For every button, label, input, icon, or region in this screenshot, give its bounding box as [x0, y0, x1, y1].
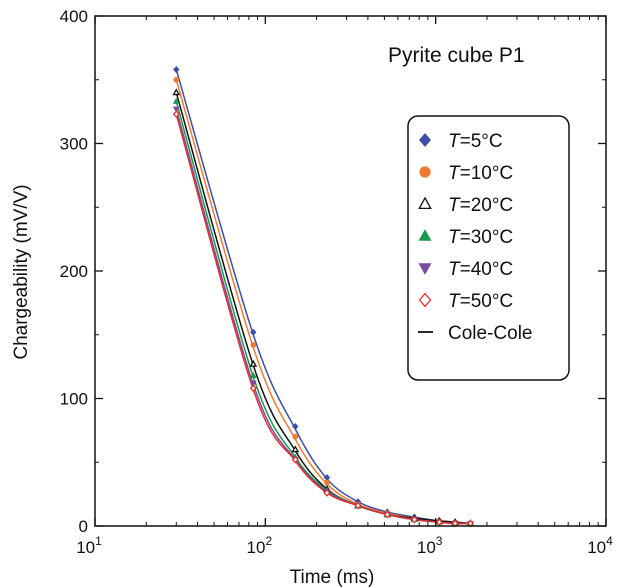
data-point-s1-3	[292, 422, 299, 431]
data-point-s6-8	[435, 518, 443, 527]
x-tick-label-4: 104	[587, 534, 613, 557]
legend-entry-3: T=20°C	[448, 195, 513, 216]
data-point-s1-1	[173, 65, 180, 74]
data-point-s3-1	[172, 88, 181, 96]
legend-marker-5	[418, 263, 432, 275]
legend-label: =10°C	[460, 163, 514, 184]
data-point-s2-4	[324, 479, 330, 486]
legend-entry-cole-cole: Cole-Cole	[448, 323, 532, 344]
y-tick-label-5: 400	[60, 7, 88, 26]
x-axis-label: Time (ms)	[290, 567, 375, 587]
legend-label: =20°C	[460, 195, 514, 216]
legend-marker-1	[418, 133, 432, 147]
x-tick-label-3: 103	[417, 534, 443, 557]
x-tick-exponent: 2	[265, 534, 272, 548]
y-tick-label-1: 0	[79, 517, 88, 536]
axis-ticks	[94, 15, 607, 527]
x-tick-label-2: 102	[247, 534, 273, 557]
y-tick-label-2: 100	[60, 390, 88, 409]
legend-label: =30°C	[460, 227, 514, 248]
legend-entry-6: T=50°C	[448, 291, 513, 312]
data-point-s6-2	[249, 384, 257, 393]
legend-variable: T	[448, 259, 461, 280]
x-tick-exponent: 3	[436, 534, 443, 548]
x-tick-exponent: 4	[606, 534, 613, 548]
data-point-s4-1	[172, 97, 180, 104]
data-point-s1-4	[323, 473, 331, 482]
y-axis-label: Chargeability (mV/V)	[11, 184, 32, 359]
data-point-s4-2	[249, 371, 257, 379]
data-point-s6-4	[323, 488, 331, 497]
legend-entry-4: T=30°C	[448, 227, 513, 248]
legend-variable: T	[448, 291, 461, 312]
data-point-s2-3	[292, 433, 299, 440]
chart-title: Pyrite cube P1	[388, 44, 525, 67]
y-tick-label-3: 200	[60, 262, 88, 281]
legend-box	[407, 115, 570, 381]
data-point-s2-2	[250, 342, 257, 348]
data-point-s6-1	[172, 110, 180, 119]
legend-variable: T	[448, 131, 461, 152]
data-point-s5-2	[249, 380, 257, 387]
data-point-s6-7	[410, 515, 418, 524]
data-point-s1-2	[250, 328, 257, 336]
data-point-s6-5	[354, 501, 362, 510]
legend-variable: T	[448, 195, 461, 216]
legend-entry-5: T=40°C	[448, 259, 513, 280]
legend-marker-6	[418, 292, 432, 308]
legend-entry-2: T=10°C	[448, 163, 513, 184]
x-tick-exponent: 1	[95, 534, 102, 548]
data-point-s3-2	[249, 359, 258, 367]
legend-marker-2	[419, 166, 431, 178]
legend-label: =40°C	[460, 259, 514, 280]
data-point-s6-3	[291, 455, 299, 464]
legend-variable: T	[448, 163, 461, 184]
legend-label: =50°C	[460, 291, 514, 312]
legend-label: =5°C	[460, 131, 503, 152]
legend: T=5°CT=10°CT=20°CT=30°CT=40°CT=50°CCole-…	[407, 115, 570, 381]
y-tick-label-4: 300	[60, 135, 88, 154]
data-point-s5-1	[172, 106, 180, 113]
legend-marker-4	[418, 229, 432, 241]
legend-variable: T	[448, 227, 461, 248]
data-point-s2-1	[173, 76, 180, 83]
x-tick-label-1: 101	[76, 534, 102, 557]
legend-marker-3	[418, 196, 432, 210]
data-point-s3-3	[291, 445, 300, 453]
data-point-s6-6	[383, 510, 391, 519]
legend-entry-1: T=5°C	[448, 131, 503, 152]
